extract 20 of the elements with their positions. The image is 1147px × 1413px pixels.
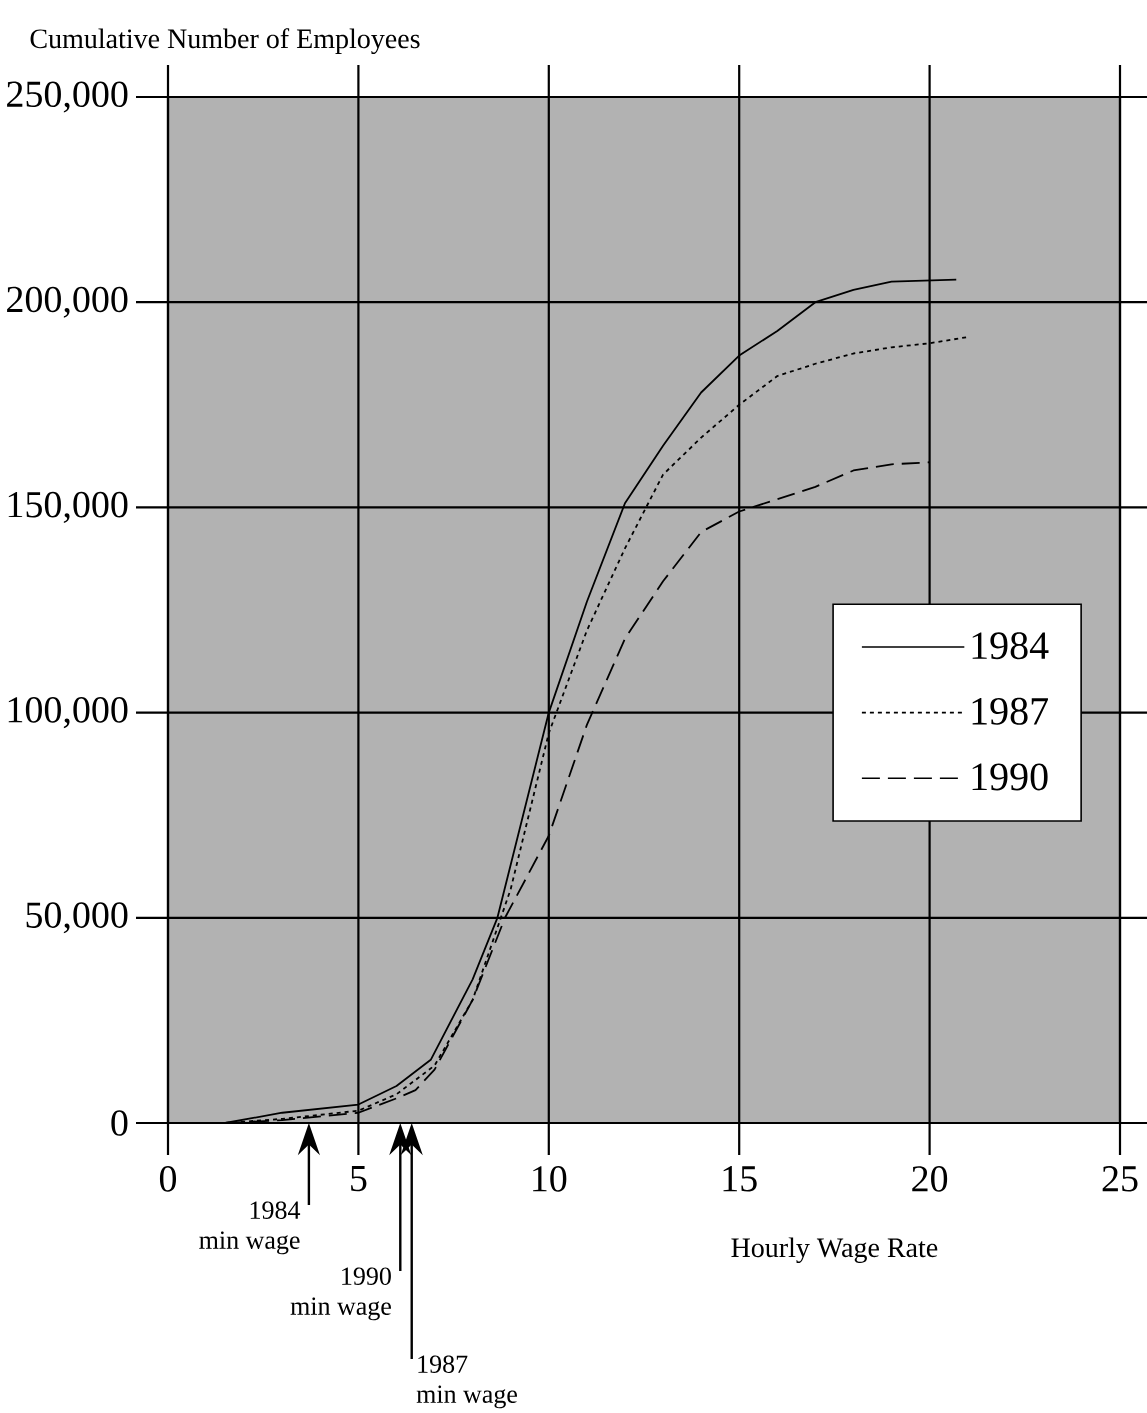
y-tick-label: 150,000 xyxy=(8,491,128,523)
ref-line-label: 1990 min wage xyxy=(290,1267,391,1321)
y-tick-label: 200,000 xyxy=(7,286,128,318)
legend-label: 1990 xyxy=(972,763,1048,791)
y-tick-label: 50,000 xyxy=(26,902,128,934)
legend-label: 1987 xyxy=(972,697,1048,725)
x-tick-label: 0 xyxy=(159,1166,177,1192)
x-tick-label: 5 xyxy=(351,1166,367,1192)
legend-label: 1984 xyxy=(972,632,1049,660)
ref-line-label: 1984 min wage xyxy=(199,1201,301,1255)
x-tick-label: 25 xyxy=(1102,1166,1138,1192)
y-axis-title: Cumulative Number of Employees xyxy=(30,28,420,55)
x-tick-label: 20 xyxy=(912,1166,948,1192)
y-tick-label: 0 xyxy=(111,1110,128,1136)
ref-line-label: 1987 min wage xyxy=(416,1355,517,1409)
x-axis-title: Hourly Wage Rate xyxy=(731,1237,938,1263)
y-tick-label: 250,000 xyxy=(7,81,128,113)
x-tick-label: 15 xyxy=(723,1166,757,1192)
x-tick-label: 10 xyxy=(533,1166,567,1192)
y-tick-label: 100,000 xyxy=(8,697,128,729)
